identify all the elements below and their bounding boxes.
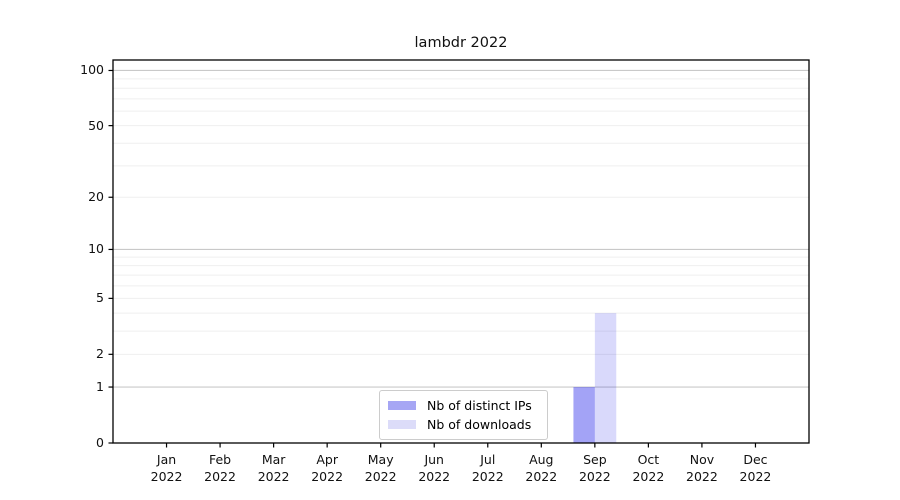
y-tick-label-20: 20 (88, 189, 104, 205)
legend-item-distinct-ips: Nb of distinct IPs (388, 398, 539, 414)
x-tick-label-jul: Jul 2022 (471, 452, 504, 484)
x-tick-label-jan: Jan 2022 (150, 452, 183, 484)
legend: Nb of distinct IPs Nb of downloads (379, 390, 548, 440)
legend-item-downloads: Nb of downloads (388, 417, 539, 433)
y-tick-label-10: 10 (88, 241, 104, 257)
y-tick-label-5: 5 (96, 290, 104, 306)
legend-swatch-downloads (388, 420, 416, 429)
x-tick-label-may: May 2022 (364, 452, 397, 484)
legend-swatch-distinct-ips (388, 401, 416, 410)
x-tick-label-jun: Jun 2022 (418, 452, 451, 484)
x-tick-label-sep: Sep 2022 (578, 452, 611, 484)
y-tick-label-2: 2 (96, 346, 104, 362)
x-tick-label-mar: Mar 2022 (257, 452, 290, 484)
bar-nb-of-downloads-sep (594, 313, 617, 443)
x-tick-label-nov: Nov 2022 (686, 452, 718, 484)
y-tick-label-50: 50 (88, 117, 104, 133)
x-tick-label-apr: Apr 2022 (311, 452, 344, 484)
y-tick-label-1: 1 (96, 379, 104, 395)
legend-label-distinct-ips: Nb of distinct IPs (427, 397, 532, 413)
chart-title: lambdr 2022 (414, 35, 508, 51)
y-tick-label-0: 0 (96, 435, 104, 450)
plot-frame (112, 59, 810, 444)
x-tick-label-aug: Aug 2022 (525, 452, 558, 484)
y-tick-label-100: 100 (80, 62, 104, 78)
bar-nb-of-distinct-ips-sep (573, 387, 595, 443)
x-tick-label-dec: Dec 2022 (739, 452, 772, 484)
x-tick-label-feb: Feb 2022 (204, 452, 236, 484)
legend-label-downloads: Nb of downloads (427, 416, 532, 432)
x-tick-label-oct: Oct 2022 (632, 452, 665, 484)
